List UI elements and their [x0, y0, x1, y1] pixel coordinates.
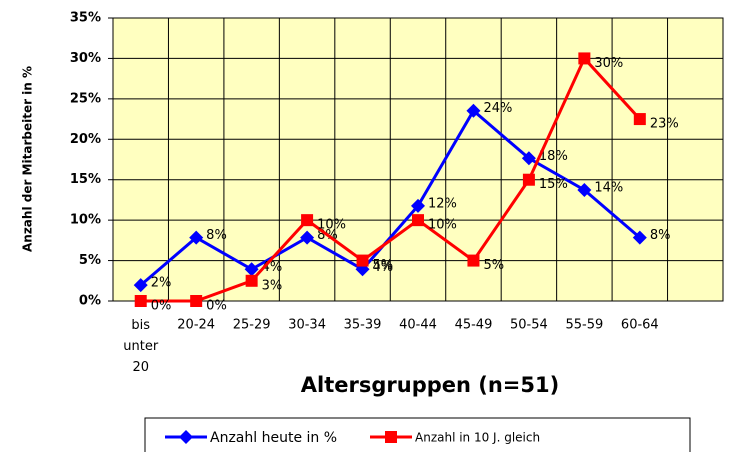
value-label: 4%: [373, 260, 394, 275]
data-point: [356, 254, 369, 267]
value-label: 0%: [151, 299, 172, 314]
y-tick-label: 30%: [70, 51, 101, 66]
data-point: [301, 214, 314, 227]
value-label: 14%: [594, 180, 623, 195]
y-tick-label: 5%: [79, 253, 101, 268]
legend-box: [144, 417, 691, 452]
value-label: 24%: [483, 101, 512, 116]
x-tick-label: 45-49: [455, 318, 493, 333]
x-tick-label: 30-34: [288, 318, 326, 333]
x-tick-label: 50-54: [510, 318, 548, 333]
value-label: 10%: [317, 218, 346, 233]
y-tick-label: 20%: [70, 132, 101, 147]
x-tick-label: 20-24: [177, 318, 215, 333]
value-label: 15%: [539, 177, 568, 192]
value-label: 0%: [206, 299, 227, 314]
data-point: [133, 278, 148, 293]
y-tick-label: 0%: [79, 294, 101, 309]
legend-marker: [385, 431, 397, 443]
data-point: [466, 103, 481, 118]
data-point: [244, 262, 259, 277]
series-line: [139, 108, 641, 287]
value-label: 12%: [428, 196, 457, 211]
x-tick-label: 40-44: [399, 318, 437, 333]
plot-border: [112, 17, 724, 302]
legend-marker: [179, 430, 193, 444]
data-point: [245, 274, 258, 287]
data-point: [412, 214, 424, 227]
legend-label: Anzahl heute in %: [210, 430, 337, 446]
data-point: [522, 173, 535, 186]
y-tick-label: 35%: [70, 11, 101, 26]
data-point: [467, 254, 480, 267]
data-point: [190, 295, 203, 307]
x-tick-label: 55-59: [565, 318, 603, 333]
x-tick-label: 25-29: [233, 318, 271, 333]
value-label: 10%: [428, 218, 457, 233]
value-label: 5%: [373, 258, 394, 273]
data-point: [300, 230, 315, 245]
value-label: 2%: [151, 276, 172, 291]
x-tick-label: bis unter 20: [123, 318, 159, 375]
data-point: [632, 230, 647, 245]
series-line: [140, 55, 641, 303]
data-point: [134, 295, 147, 307]
value-label: 5%: [483, 258, 504, 273]
chart-title: Altersgruppen (n=51): [301, 373, 559, 397]
x-tick-label: 60-64: [621, 318, 659, 333]
data-point: [633, 113, 646, 126]
data-point: [189, 230, 204, 245]
y-tick-label: 10%: [70, 213, 101, 228]
data-point: [411, 198, 425, 213]
value-label: 8%: [650, 228, 671, 243]
plot-area: [113, 18, 723, 301]
y-axis-label: Anzahl der Mitarbeiter in %: [21, 66, 35, 252]
value-label: 8%: [206, 228, 227, 243]
y-tick-label: 15%: [70, 172, 101, 187]
legend-label: Anzahl in 10 J. gleich: [415, 431, 540, 445]
data-point: [578, 52, 591, 65]
value-label: 23%: [650, 117, 679, 132]
data-point: [577, 182, 592, 197]
value-label: 18%: [539, 149, 568, 164]
value-label: 30%: [594, 56, 623, 71]
y-tick-label: 25%: [70, 91, 101, 106]
x-tick-label: 35-39: [344, 318, 382, 333]
value-label: 3%: [262, 278, 283, 293]
data-point: [521, 151, 536, 166]
